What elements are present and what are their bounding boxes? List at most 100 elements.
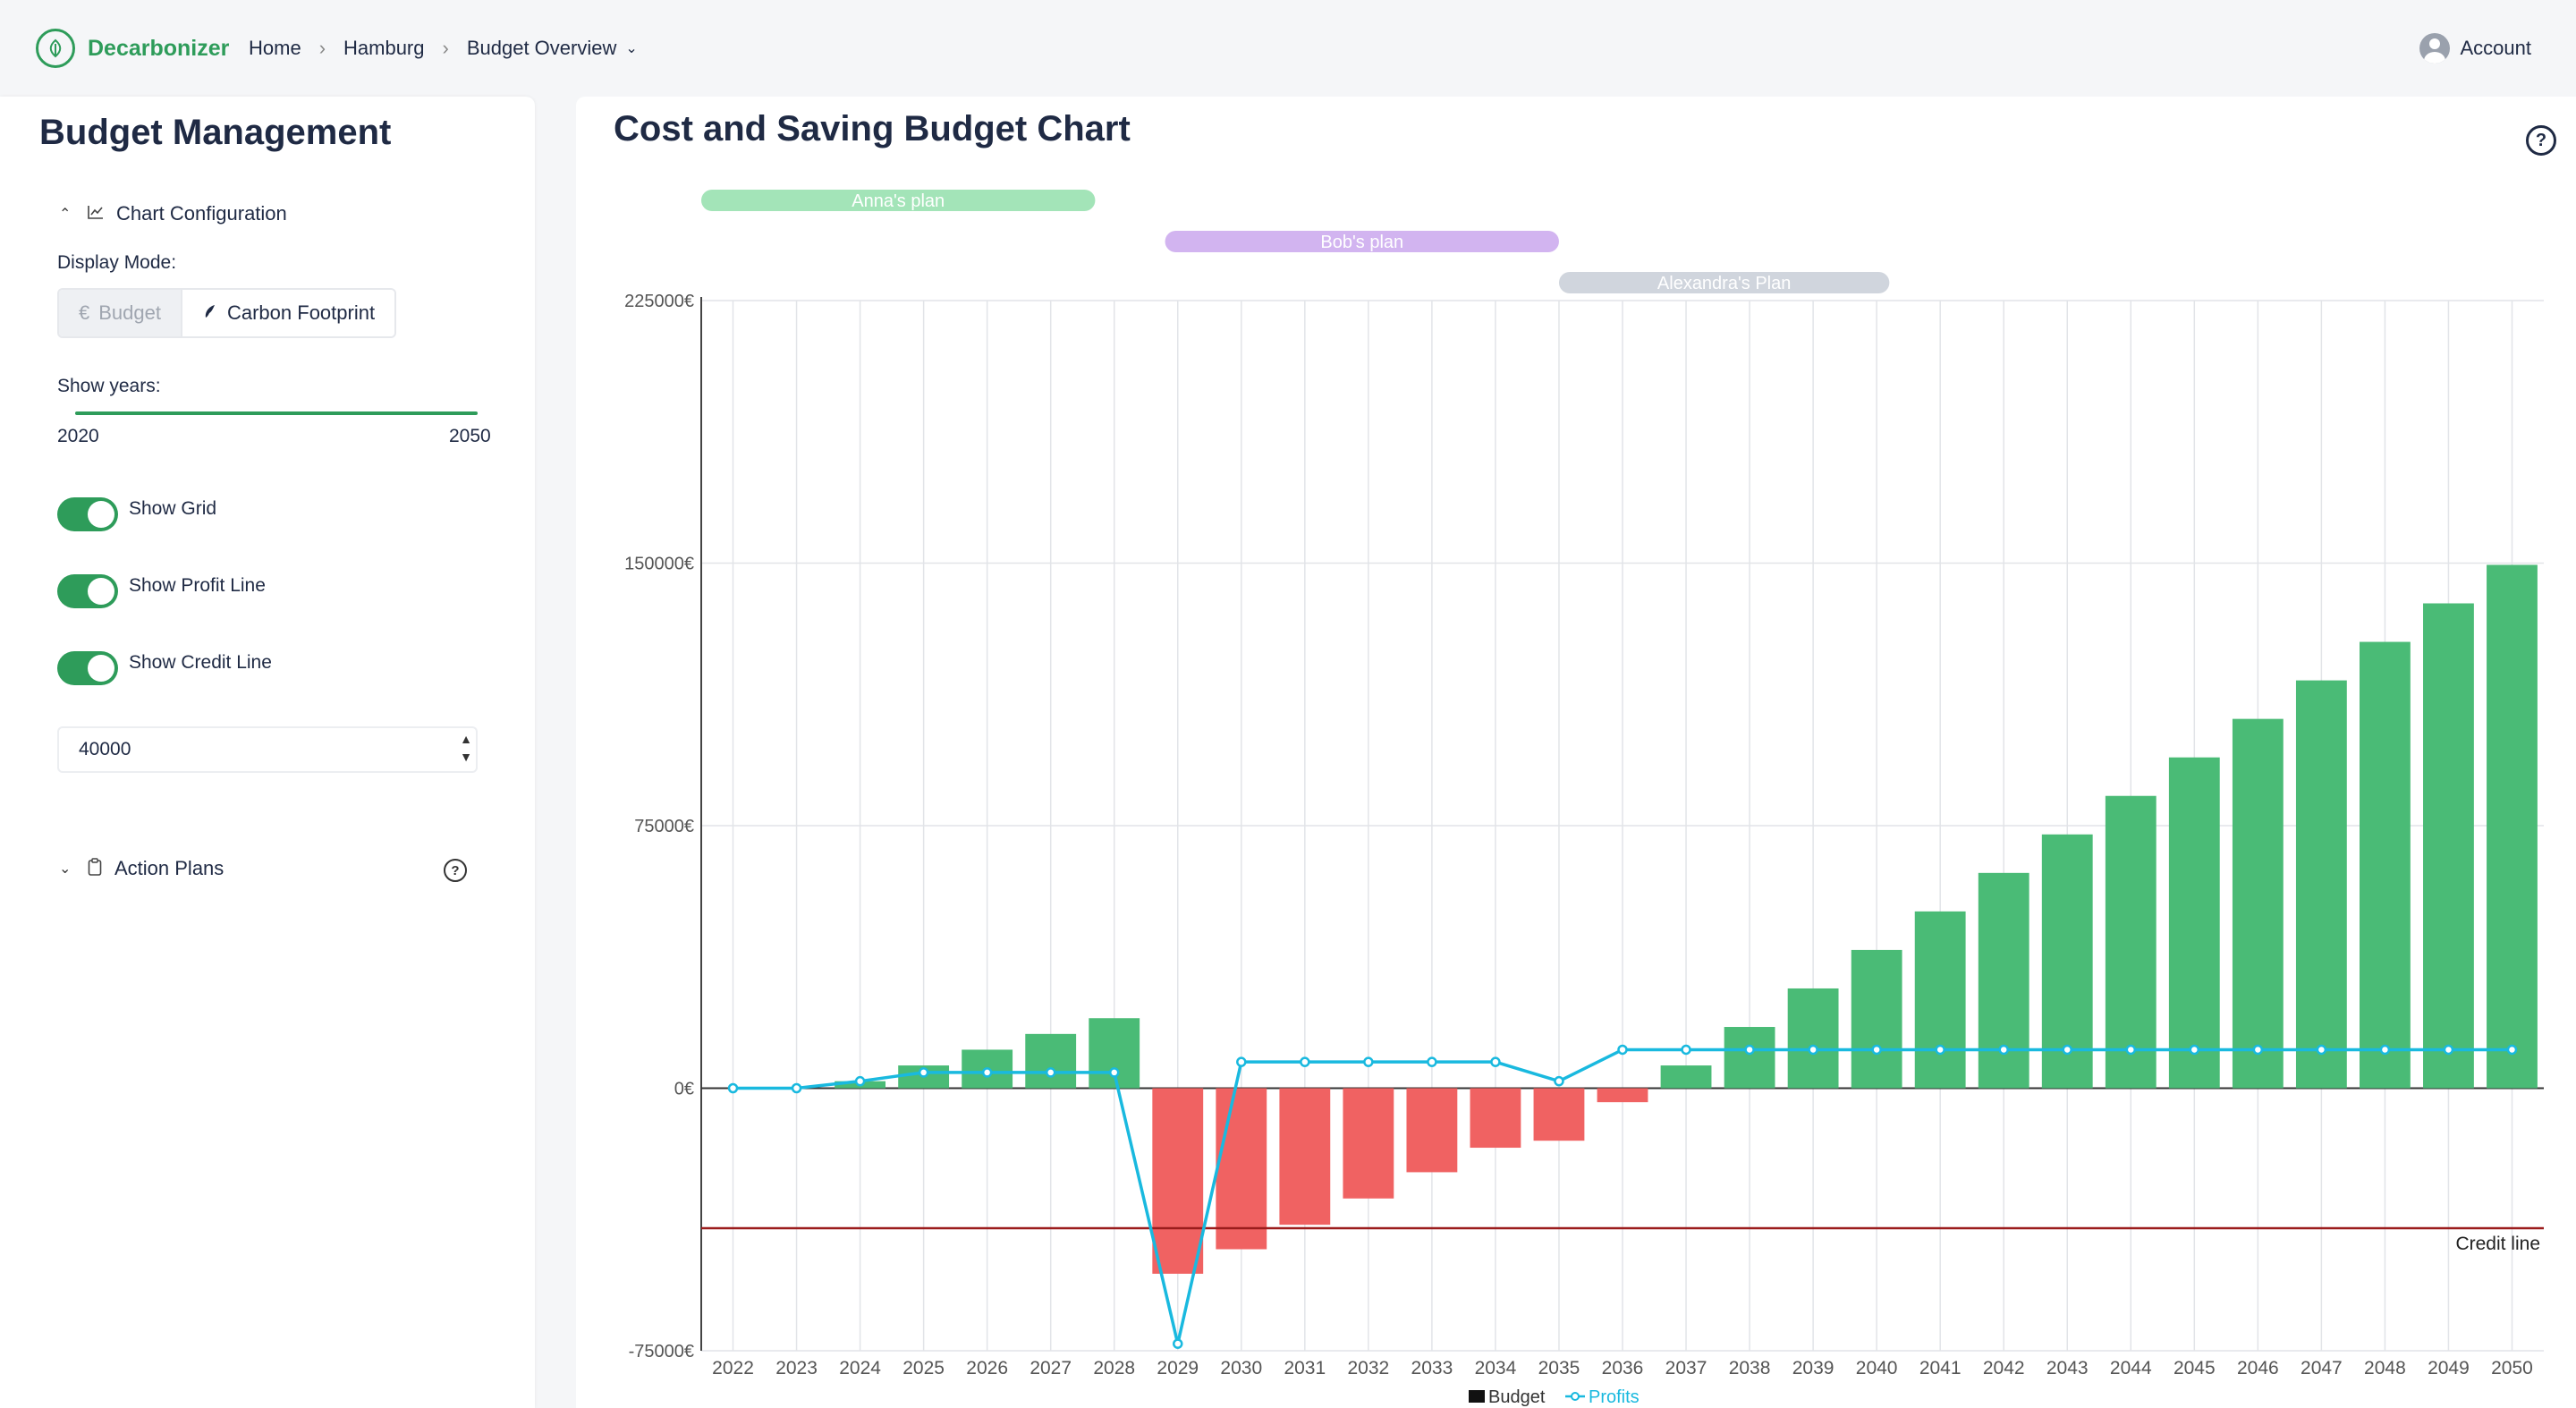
show-credit-label: Show Credit Line: [129, 652, 272, 673]
brand-name: Decarbonizer: [88, 35, 230, 61]
show-credit-row: Show Credit Line: [57, 651, 272, 685]
show-years-label: Show years:: [57, 376, 161, 396]
action-plans-header[interactable]: ⌄ Action Plans: [59, 857, 224, 880]
line-chart-icon: [88, 205, 104, 224]
chart-config-header[interactable]: ⌃ Chart Configuration: [59, 202, 287, 225]
chevron-down-icon: ⌄: [59, 861, 72, 877]
x-tick-label: 2032: [1348, 1358, 1390, 1378]
budget-bar: [1343, 1088, 1394, 1199]
budget-bar: [1279, 1088, 1331, 1226]
budget-bar: [1851, 949, 1902, 1089]
mode-budget-button[interactable]: € Budget: [59, 290, 181, 336]
plan-bar: [1558, 272, 1890, 293]
budget-bar: [1025, 1033, 1077, 1089]
year-min-label: 2020: [57, 426, 99, 446]
profit-point: [1808, 1044, 1818, 1056]
budget-bar: [2360, 641, 2411, 1089]
profit-point: [2062, 1044, 2072, 1056]
account-label: Account: [2460, 37, 2532, 59]
profit-point: [918, 1067, 929, 1078]
footprint-icon: [202, 301, 218, 325]
budget-bar: [1406, 1088, 1458, 1173]
profit-point: [2252, 1044, 2264, 1056]
x-tick-label: 2043: [2046, 1358, 2089, 1378]
clipboard-icon: [88, 857, 102, 880]
profit-point: [1998, 1044, 2009, 1056]
show-profit-toggle[interactable]: [57, 574, 118, 608]
breadcrumb-budget-overview[interactable]: Budget Overview: [466, 37, 617, 59]
mode-carbon-button[interactable]: Carbon Footprint: [180, 290, 395, 336]
profit-point: [727, 1082, 739, 1094]
leaf-logo-icon: [36, 29, 75, 68]
year-range-slider[interactable]: [75, 411, 478, 415]
mode-budget-label: Budget: [98, 301, 161, 324]
main-panel: Cost and Saving Budget Chart ? -75000€ 0€…: [576, 97, 2576, 1408]
x-tick-label: 2036: [1602, 1358, 1644, 1378]
budget-bar: [2295, 680, 2347, 1089]
action-plans-help-icon[interactable]: ?: [444, 859, 467, 882]
y-tick-label: 150000€: [624, 555, 694, 574]
budget-bar: [1597, 1088, 1648, 1103]
credit-line-label: Credit line: [2455, 1234, 2540, 1254]
budget-bar: [2487, 564, 2538, 1089]
spin-buttons: ▲ ▼: [460, 730, 472, 766]
profit-point: [1744, 1044, 1755, 1056]
credit-value-input[interactable]: 40000 ▲ ▼: [57, 726, 478, 773]
chevron-up-icon: ⌃: [59, 207, 72, 222]
budget-bar: [1978, 872, 2029, 1089]
profit-point: [1427, 1056, 1437, 1067]
help-icon[interactable]: ?: [2526, 125, 2556, 156]
x-tick-label: 2031: [1284, 1358, 1326, 1378]
display-mode-toggle: € Budget Carbon Footprint: [57, 288, 397, 338]
sidebar-title: Budget Management: [39, 113, 392, 152]
legend-budget-label: Budget: [1488, 1387, 1546, 1407]
chevron-right-icon: ›: [318, 37, 326, 59]
x-tick-label: 2028: [1093, 1358, 1135, 1378]
profit-point: [1236, 1056, 1247, 1067]
show-profit-row: Show Profit Line: [57, 574, 266, 608]
budget-chart: -75000€ 0€ 75000€ 150000€ 225000€ 2022 2023 202…: [624, 190, 2544, 1407]
x-tick-label: 2038: [1729, 1358, 1771, 1378]
x-tick-label: 2041: [1919, 1358, 1962, 1378]
chevron-down-icon[interactable]: ⌄: [625, 41, 638, 56]
budget-bar: [1152, 1088, 1204, 1274]
spin-up-icon[interactable]: ▲: [460, 732, 472, 746]
budget-bar: [1533, 1088, 1585, 1141]
spin-down-icon[interactable]: ▼: [460, 750, 472, 764]
x-tick-label: 2033: [1411, 1358, 1453, 1378]
budget-bar: [1787, 988, 1839, 1089]
account-button[interactable]: Account: [2419, 21, 2532, 75]
mode-carbon-label: Carbon Footprint: [226, 301, 376, 324]
profit-point: [1300, 1056, 1310, 1067]
x-tick-label: 2048: [2364, 1358, 2406, 1378]
profit-point: [1490, 1056, 1501, 1067]
show-credit-toggle[interactable]: [57, 651, 118, 685]
budget-bar: [2423, 603, 2474, 1089]
credit-value: 40000: [79, 739, 131, 759]
legend-profit-label: Profits: [1589, 1387, 1640, 1407]
profit-point: [981, 1067, 993, 1078]
plan-bar: [701, 190, 1096, 211]
x-tick-label: 2037: [1665, 1358, 1707, 1378]
show-profit-label: Show Profit Line: [129, 575, 266, 596]
x-tick-label: 2035: [1538, 1358, 1580, 1378]
legend-profit-marker: [1571, 1392, 1580, 1401]
breadcrumb-hamburg[interactable]: Hamburg: [343, 37, 425, 59]
budget-bar: [1914, 911, 1966, 1089]
show-grid-toggle[interactable]: [57, 497, 118, 531]
budget-bar: [2232, 718, 2284, 1089]
profit-point: [2506, 1044, 2518, 1056]
x-tick-label: 2029: [1157, 1358, 1199, 1378]
profit-point: [854, 1075, 866, 1087]
breadcrumb-home[interactable]: Home: [249, 37, 301, 59]
x-tick-label: 2026: [966, 1358, 1008, 1378]
x-tick-label: 2027: [1030, 1358, 1072, 1378]
profit-point: [2379, 1044, 2391, 1056]
profit-point: [2316, 1044, 2327, 1056]
x-tick-label: 2030: [1220, 1358, 1262, 1378]
x-tick-label: 2044: [2110, 1358, 2152, 1378]
profit-point: [1617, 1044, 1628, 1056]
brand[interactable]: Decarbonizer: [36, 21, 229, 75]
y-tick-label: -75000€: [629, 1342, 694, 1361]
x-tick-label: 2047: [2301, 1358, 2343, 1378]
